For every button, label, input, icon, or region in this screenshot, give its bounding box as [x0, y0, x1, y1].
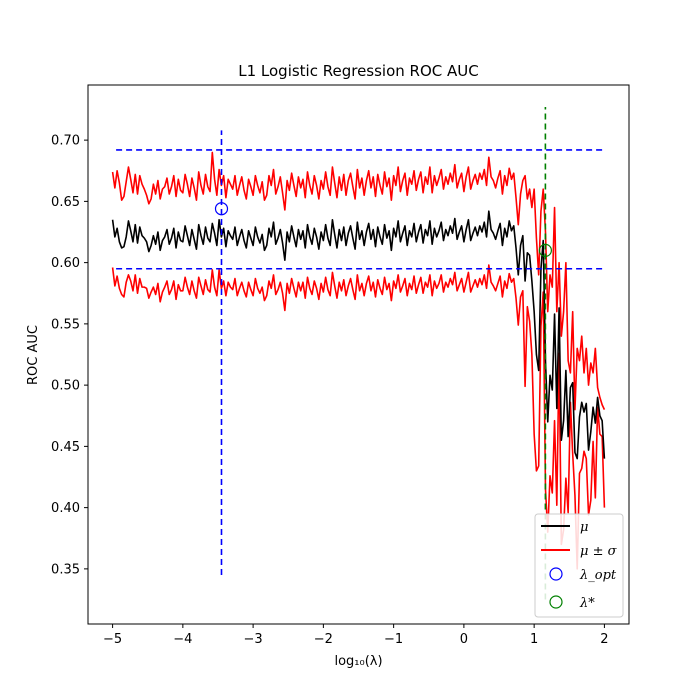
x-axis: −5 −4 −3 −2 −1 0 1 2 — [103, 624, 609, 647]
x-tick-label: 2 — [600, 632, 608, 647]
x-tick-label: 1 — [530, 632, 538, 647]
y-tick-label: 0.70 — [51, 134, 80, 149]
lambda-opt-marker — [214, 202, 229, 216]
legend-marker-star — [549, 595, 563, 609]
series-line-upper — [111, 151, 606, 411]
y-axis: 0.35 0.40 0.45 0.50 0.55 0.60 0.65 0.70 — [51, 134, 88, 577]
legend-label-opt: λ_opt — [579, 568, 617, 583]
x-axis-label: log₁₀(λ) — [334, 654, 382, 669]
x-tick-label: 0 — [460, 632, 468, 647]
legend-box — [534, 513, 624, 618]
x-tick-label: −2 — [314, 632, 333, 647]
lambda-star-marker — [538, 243, 552, 257]
y-tick-label: 0.65 — [51, 195, 80, 210]
plot-frame — [87, 84, 630, 625]
y-tick-label: 0.35 — [51, 562, 80, 577]
y-tick-label: 0.45 — [51, 440, 80, 455]
x-tick-label: −3 — [244, 632, 263, 647]
series-line-mean — [111, 210, 606, 460]
y-axis-label: ROC AUC — [26, 325, 41, 385]
y-tick-label: 0.60 — [51, 256, 80, 271]
x-tick-label: −1 — [384, 632, 403, 647]
legend-label-band: μ ± σ — [580, 544, 618, 559]
y-tick-label: 0.40 — [51, 501, 80, 516]
x-tick-label: −4 — [173, 632, 192, 647]
plot-area — [111, 107, 606, 600]
y-tick-label: 0.50 — [51, 379, 80, 394]
legend-label-mean: μ — [580, 520, 588, 535]
legend-label-star: λ* — [579, 596, 595, 611]
legend-marker-opt — [549, 567, 563, 581]
y-tick-label: 0.55 — [51, 317, 80, 332]
series-line-lower — [111, 264, 606, 570]
legend: μ μ ± σ λ_opt λ* — [534, 513, 624, 618]
x-tick-label: −5 — [103, 632, 122, 647]
chart-title: L1 Logistic Regression ROC AUC — [238, 62, 479, 80]
